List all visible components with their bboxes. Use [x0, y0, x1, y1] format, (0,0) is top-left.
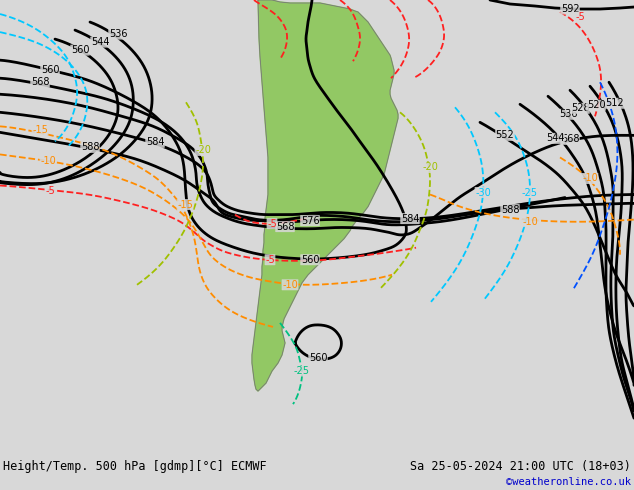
Text: 588: 588	[501, 205, 519, 215]
Text: 560: 560	[309, 353, 327, 363]
Text: ©weatheronline.co.uk: ©weatheronline.co.uk	[506, 477, 631, 487]
Text: -5: -5	[575, 12, 585, 22]
Text: 568: 568	[276, 221, 294, 232]
Text: -10: -10	[282, 280, 298, 290]
Text: 584: 584	[401, 214, 419, 223]
Text: 512: 512	[605, 98, 624, 108]
Text: 528: 528	[571, 103, 590, 113]
Text: 560: 560	[301, 255, 320, 265]
Text: -5: -5	[265, 255, 275, 265]
Text: Sa 25-05-2024 21:00 UTC (18+03): Sa 25-05-2024 21:00 UTC (18+03)	[410, 460, 631, 473]
Text: -10: -10	[582, 173, 598, 183]
Text: 568: 568	[31, 77, 49, 87]
Text: -5: -5	[45, 186, 55, 196]
Text: 536: 536	[559, 109, 577, 120]
Text: 576: 576	[301, 216, 320, 225]
Text: 584: 584	[146, 137, 164, 147]
Text: 552: 552	[496, 130, 514, 140]
Text: 544: 544	[546, 133, 564, 144]
Text: 560: 560	[71, 45, 89, 55]
Text: -5: -5	[267, 219, 277, 229]
Text: -25: -25	[522, 188, 538, 197]
Text: -20: -20	[195, 146, 211, 155]
Text: -10: -10	[522, 217, 538, 226]
Polygon shape	[252, 0, 398, 391]
Text: -10: -10	[40, 156, 56, 167]
Text: -15: -15	[177, 199, 193, 210]
Text: Height/Temp. 500 hPa [gdmp][°C] ECMWF: Height/Temp. 500 hPa [gdmp][°C] ECMWF	[3, 460, 267, 473]
Text: -30: -30	[475, 188, 491, 197]
Text: 520: 520	[586, 100, 605, 110]
Text: 544: 544	[91, 37, 109, 47]
Text: 560: 560	[41, 65, 59, 75]
Text: -25: -25	[294, 366, 310, 376]
Text: -20: -20	[422, 163, 438, 172]
Text: -15: -15	[32, 125, 48, 135]
Text: 568: 568	[560, 134, 579, 145]
Text: 536: 536	[109, 29, 127, 39]
Text: 592: 592	[560, 4, 579, 14]
Text: 588: 588	[81, 143, 100, 152]
